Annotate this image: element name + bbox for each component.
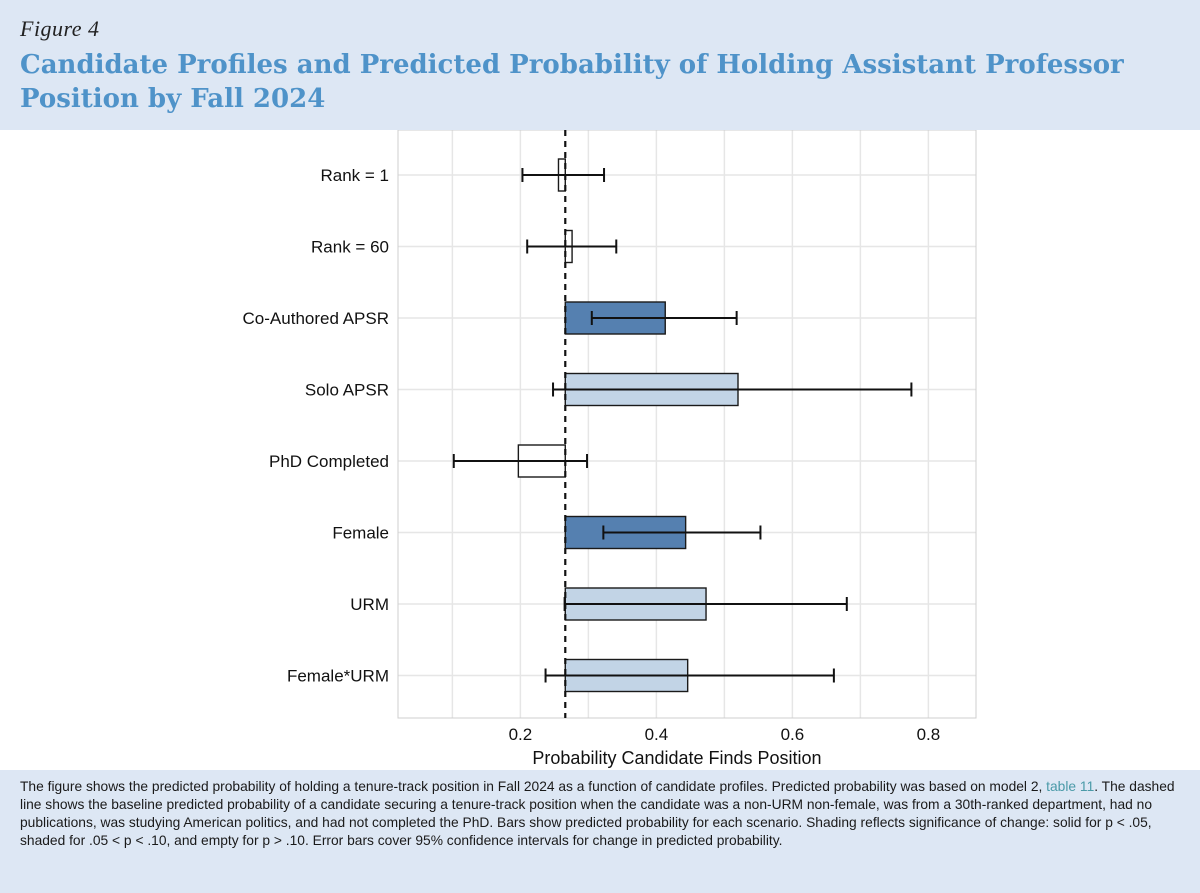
category-label: Co-Authored APSR — [243, 309, 389, 328]
x-tick-label: 0.4 — [645, 725, 669, 744]
x-tick-label: 0.8 — [917, 725, 941, 744]
table-link[interactable]: table 11 — [1046, 779, 1095, 794]
bar-chart: Rank = 1 Rank = 60 Co-Authored APSR Solo AP… — [243, 130, 977, 768]
chart-panel: Rank = 1 Rank = 60 Co-Authored APSR Solo AP… — [0, 130, 1200, 770]
category-label: Solo APSR — [305, 381, 389, 400]
bottom-margin — [0, 862, 1200, 893]
category-label: Female*URM — [287, 667, 389, 686]
category-label: Female — [332, 524, 389, 543]
x-tick-label: 0.2 — [509, 725, 533, 744]
figure-label: Figure 4 — [20, 16, 100, 41]
error-bar — [521, 168, 606, 182]
caption-text-end: . The dashed line shows the baseline pre… — [20, 779, 1175, 848]
caption-text-start: The figure shows the predicted probabili… — [20, 779, 1047, 794]
error-bar — [552, 382, 913, 397]
category-label: Rank = 1 — [320, 166, 389, 185]
x-tick-labels: 0.2 0.4 0.6 0.8 — [509, 725, 941, 744]
error-bar — [602, 525, 762, 540]
category-labels: Rank = 1 Rank = 60 Co-Authored APSR Solo AP… — [243, 166, 389, 686]
category-label: PhD Completed — [269, 452, 389, 471]
error-bar — [526, 239, 618, 254]
figure-caption: The figure shows the predicted probabili… — [20, 778, 1188, 850]
category-label: URM — [350, 595, 389, 614]
error-bar — [544, 668, 835, 683]
x-axis-label: Probability Candidate Finds Position — [532, 748, 821, 768]
gridlines — [398, 130, 976, 718]
category-label: Rank = 60 — [311, 238, 389, 257]
x-tick-label: 0.6 — [781, 725, 805, 744]
error-bar — [590, 311, 738, 325]
figure-title: Candidate Profiles and Predicted Probabi… — [20, 50, 1124, 114]
bars — [517, 158, 739, 693]
plot-area-frame — [397, 130, 977, 719]
error-bars — [452, 168, 913, 683]
